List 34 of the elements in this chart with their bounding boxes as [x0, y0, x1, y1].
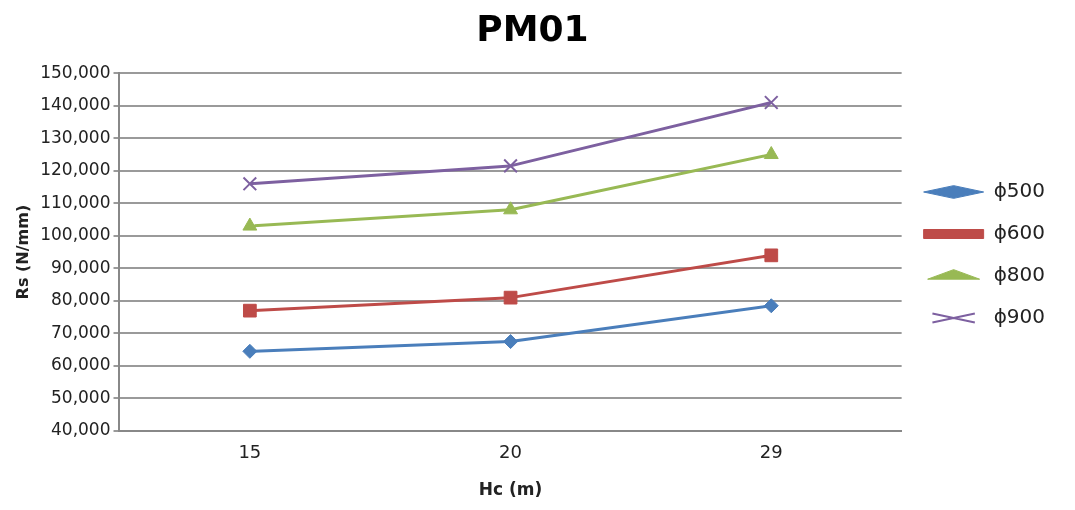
y-tick-label: 130,000 — [40, 126, 111, 147]
legend-label: ϕ500 — [993, 178, 1046, 203]
point — [763, 298, 779, 314]
legend-label: ϕ800 — [993, 262, 1046, 287]
y-tick-label: 70,000 — [51, 321, 111, 342]
y-tick-label: 80,000 — [51, 289, 111, 310]
point — [763, 95, 779, 110]
x-tick-label: 20 — [499, 441, 523, 463]
point — [503, 334, 519, 350]
y-tick-label: 100,000 — [40, 224, 111, 245]
legend-label: ϕ600 — [993, 220, 1046, 245]
point — [503, 158, 518, 174]
x-tick-label: 29 — [759, 441, 783, 463]
x-axis-title: Hc (m) — [478, 479, 543, 500]
y-tick-label: 120,000 — [40, 159, 111, 180]
point — [503, 290, 518, 305]
legend-label: ϕ900 — [993, 304, 1046, 329]
y-tick-label: 150,000 — [40, 61, 111, 82]
point — [763, 146, 779, 160]
point — [242, 343, 258, 359]
y-tick-label: 50,000 — [51, 386, 111, 407]
y-tick-label: 60,000 — [51, 354, 111, 375]
y-tick-label: 90,000 — [51, 256, 111, 277]
chart-title: PM01 — [476, 7, 589, 49]
point — [503, 201, 518, 215]
y-axis-title: Rs (N/mm) — [12, 204, 32, 300]
y-tick-label: 40,000 — [51, 419, 111, 440]
point — [242, 176, 258, 192]
point — [242, 303, 257, 318]
point — [764, 248, 779, 263]
y-tick-label: 110,000 — [40, 191, 111, 212]
y-tick-label: 140,000 — [40, 94, 111, 115]
point — [242, 217, 258, 231]
x-tick-label: 15 — [238, 441, 262, 463]
